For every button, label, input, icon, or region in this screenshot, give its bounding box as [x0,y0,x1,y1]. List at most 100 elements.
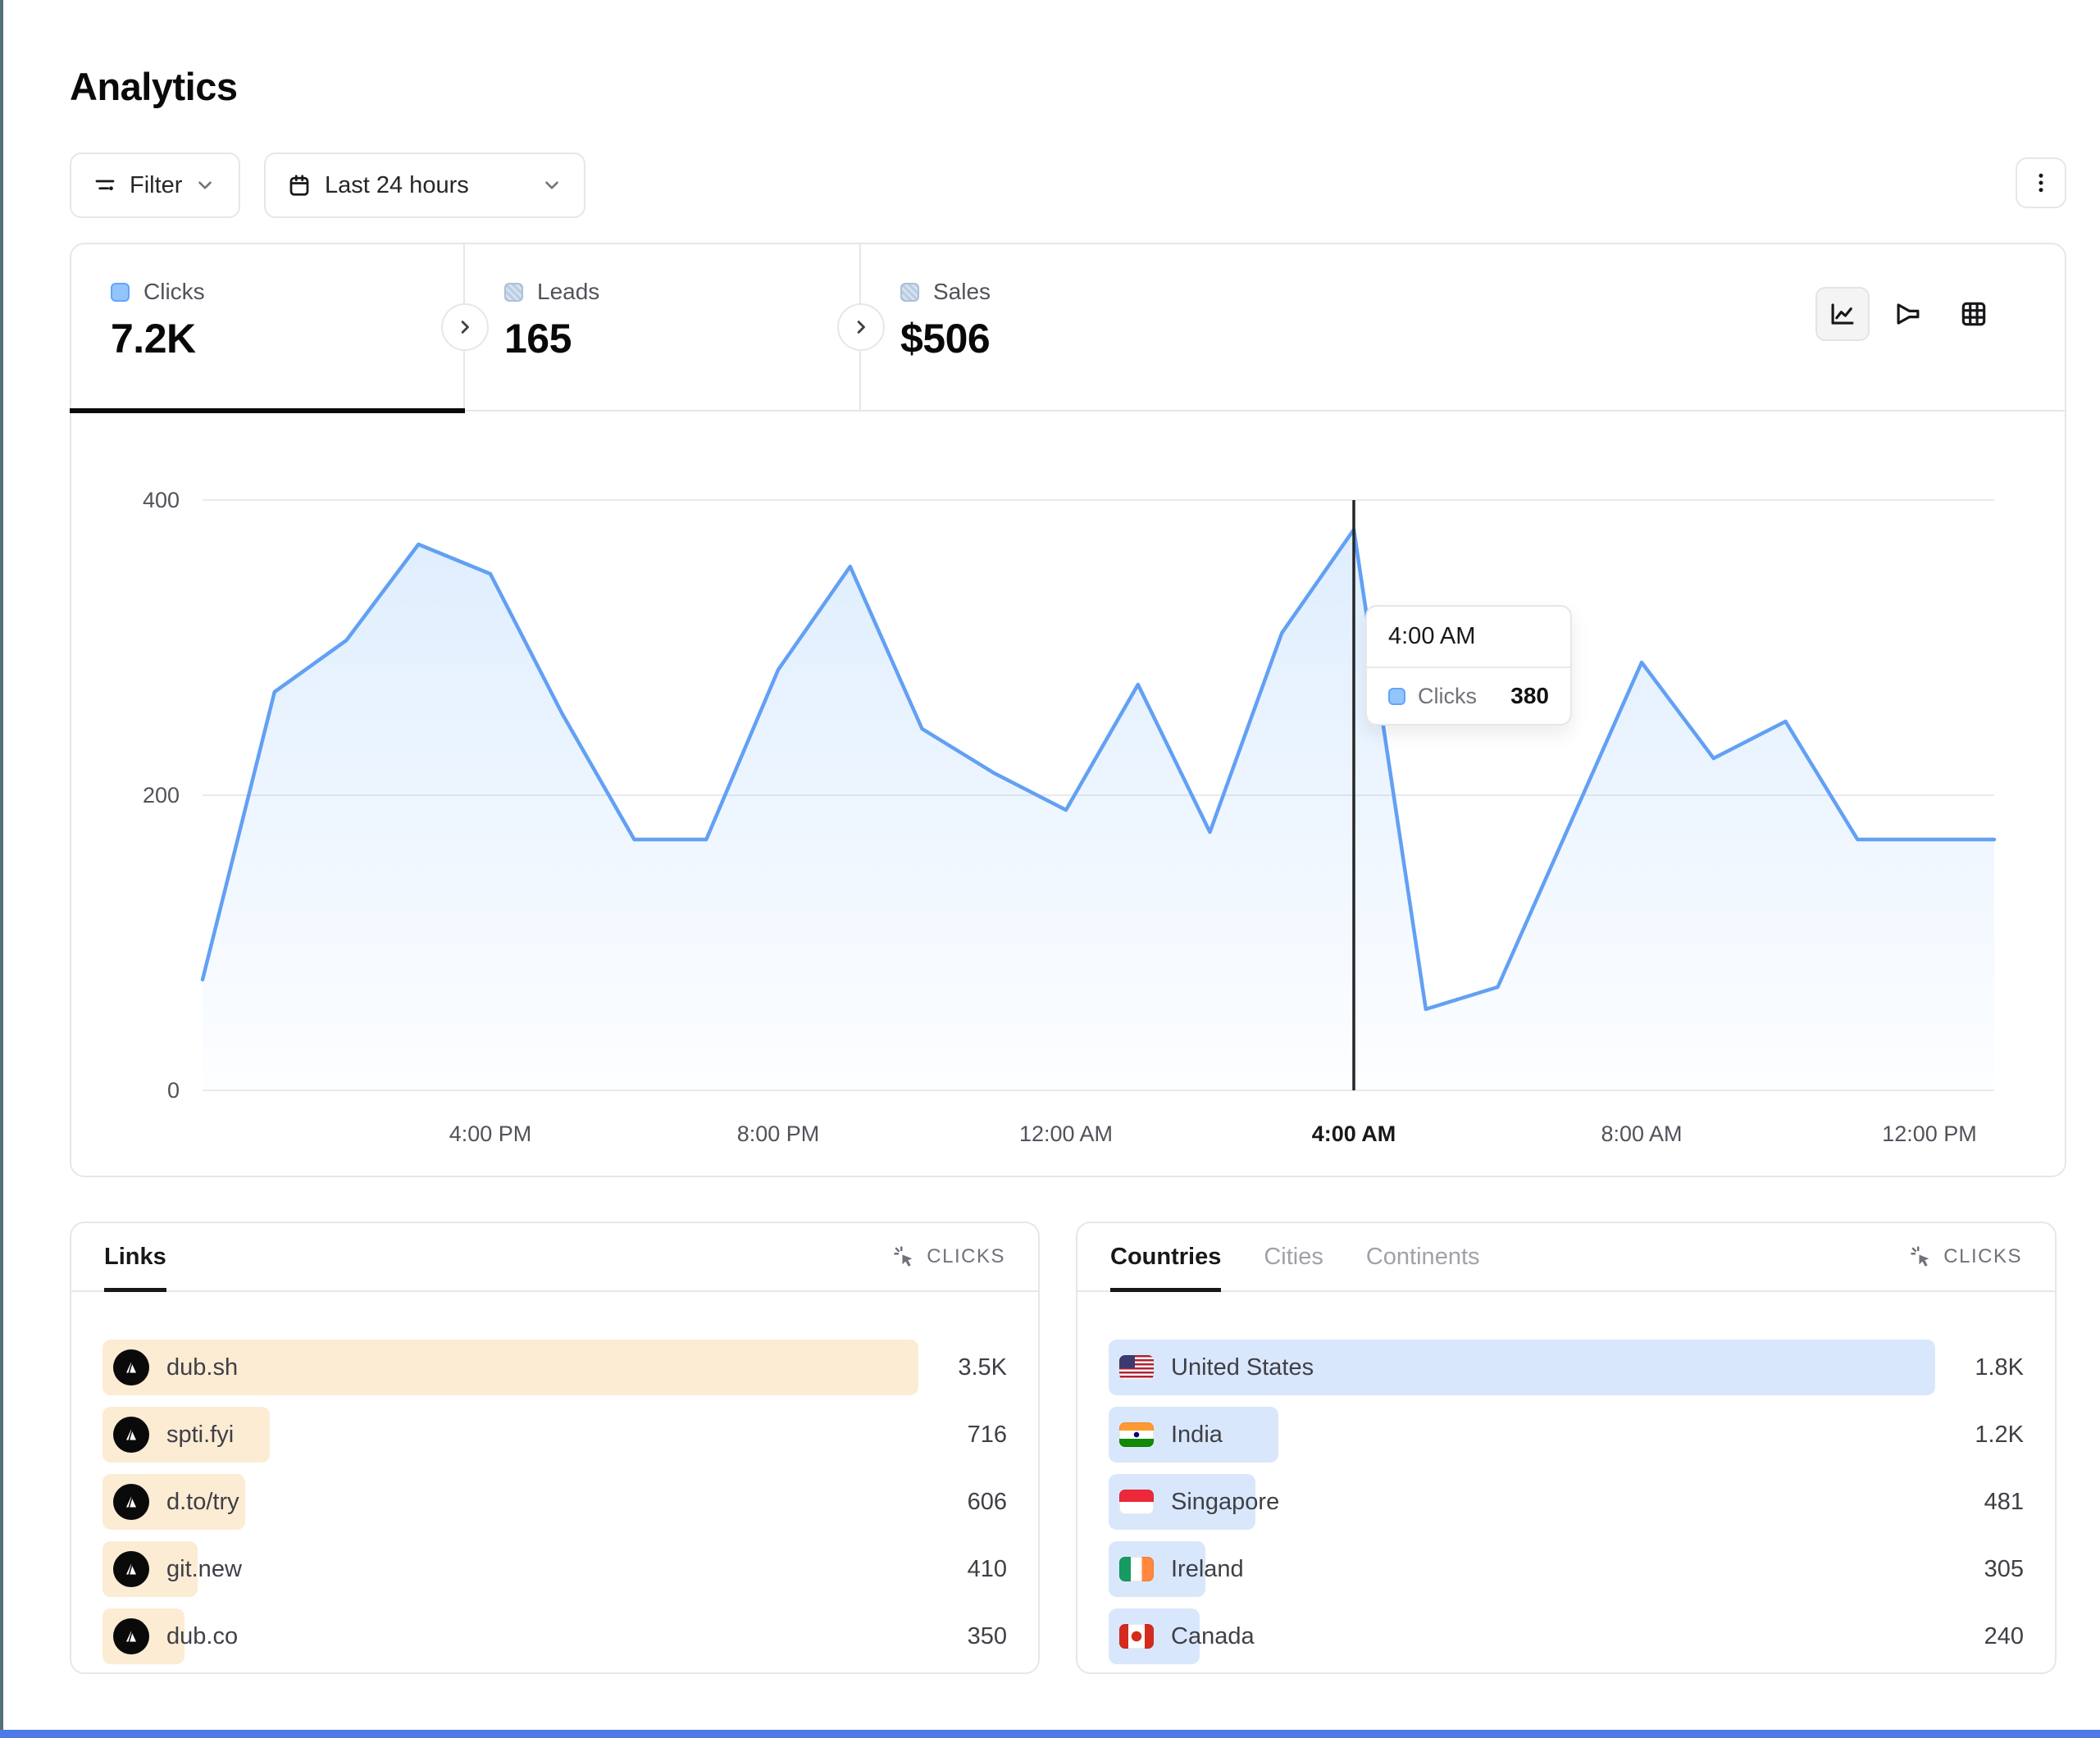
y-axis-tick-label: 0 [167,1078,180,1103]
window-left-edge [0,0,3,1738]
page-title: Analytics [70,65,238,108]
chevron-right-icon [453,316,476,339]
clicks-area-chart[interactable]: 0 200 400 4:00 PM 8:00 PM 12:00 AM 4:00 AM 8:00… [71,412,2065,1176]
tooltip-time: 4:00 AM [1367,607,1570,668]
more-options-button[interactable] [2016,157,2066,208]
tab-continents[interactable]: Continents [1365,1243,1480,1270]
sg-flag-icon [1119,1490,1154,1514]
metric-tabs: Clicks 7.2K Leads 165 Sales $506 [70,244,2065,413]
metric-tab-clicks[interactable]: Clicks 7.2K [70,244,465,413]
row-bar-area: Ireland [1109,1541,1935,1597]
cursor-click-icon [1909,1244,1934,1269]
geo-panel: Countries Cities Continents CLICKS United … [1076,1222,2057,1674]
row-label: Ireland [1171,1555,1244,1582]
funnel-view-button[interactable] [1881,287,1935,341]
row-label: Canada [1171,1622,1255,1649]
dub-favicon-icon [113,1551,149,1587]
row-bar [102,1340,918,1395]
geo-metric-label: CLICKS [1943,1245,2022,1267]
filter-lines-icon [93,173,117,198]
row-value: 606 [967,1488,1007,1515]
links-list: dub.sh 3.5K spti.fyi 716 d.to/try 606 git.new 4… [71,1292,1038,1664]
tooltip-series-label: Clicks [1418,683,1477,708]
x-axis-tick-label: 8:00 PM [737,1122,820,1146]
geo-panel-header: Countries Cities Continents CLICKS [1077,1223,2055,1292]
row-bar-area: United States [1109,1340,1935,1395]
table-row[interactable]: Ireland 305 [1109,1541,2024,1597]
window-bottom-edge [0,1730,2100,1738]
grid-table-icon [1958,298,1989,330]
row-value: 481 [1984,1488,2024,1515]
chart-view-switcher [1815,287,2001,341]
chart-tooltip: 4:00 AM Clicks 380 [1365,605,1572,726]
us-flag-icon [1119,1355,1154,1380]
funnel-icon [1893,298,1924,330]
row-bar-area: Singapore [1109,1474,1935,1530]
tab-cities[interactable]: Cities [1264,1243,1323,1270]
tab-countries[interactable]: Countries [1110,1223,1222,1292]
links-metric-label: CLICKS [927,1245,1005,1267]
metric-value: 165 [504,316,572,362]
row-label: India [1171,1421,1223,1448]
ie-flag-icon [1119,1557,1154,1581]
row-bar-area: Canada [1109,1608,1935,1664]
metric-value: 7.2K [111,316,196,362]
links-panel-header: Links CLICKS [71,1223,1038,1292]
table-view-button[interactable] [1947,287,2001,341]
metric-tab-sales[interactable]: Sales $506 [861,244,1287,410]
next-metric-button[interactable] [441,303,489,351]
clicks-legend-square-icon [1388,687,1405,705]
table-row[interactable]: spti.fyi 716 [102,1407,1007,1463]
row-label: spti.fyi [166,1421,235,1448]
table-row[interactable]: India 1.2K [1109,1407,2024,1463]
x-axis-tick-label: 4:00 PM [449,1122,532,1146]
table-row[interactable]: United States 1.8K [1109,1340,2024,1395]
filter-button[interactable]: Filter [70,152,240,218]
date-range-button[interactable]: Last 24 hours [264,152,585,218]
chevron-down-icon [541,175,563,196]
metric-value: $506 [900,316,991,362]
kebab-menu-icon [2029,171,2053,195]
y-axis-tick-label: 400 [143,488,180,512]
tab-links[interactable]: Links [104,1223,166,1292]
next-metric-button[interactable] [837,303,885,351]
row-label: git.new [166,1555,242,1582]
calendar-icon [287,173,312,198]
links-metric-selector[interactable]: CLICKS [892,1244,1005,1269]
table-row[interactable]: dub.co 350 [102,1608,1007,1664]
geo-metric-selector[interactable]: CLICKS [1909,1244,2022,1269]
metric-label: Sales [933,279,991,304]
row-bar-area: dub.co [102,1608,918,1664]
line-chart-view-button[interactable] [1815,287,1870,341]
table-row[interactable]: git.new 410 [102,1541,1007,1597]
chevron-down-icon [194,175,216,196]
row-value: 350 [967,1622,1007,1649]
ca-flag-icon [1119,1624,1154,1649]
dub-favicon-icon [113,1349,149,1385]
table-row[interactable]: Singapore 481 [1109,1474,2024,1530]
row-value: 1.8K [1975,1354,2024,1381]
table-row[interactable]: dub.sh 3.5K [102,1340,1007,1395]
row-bar-area: git.new [102,1541,918,1597]
table-row[interactable]: Canada 240 [1109,1608,2024,1664]
row-bar [1109,1340,1935,1395]
links-panel: Links CLICKS dub.sh 3.5K spti.fyi 716 d.to/t… [70,1222,1040,1674]
filter-label: Filter [130,171,183,198]
row-bar-area: dub.sh [102,1340,918,1395]
row-value: 305 [1984,1555,2024,1582]
row-label: dub.co [166,1622,239,1649]
dub-favicon-icon [113,1417,149,1453]
x-axis-tick-label: 8:00 AM [1601,1122,1682,1146]
metric-label: Clicks [143,279,205,304]
tooltip-value: 380 [1510,683,1549,708]
cursor-click-icon [892,1244,917,1269]
table-row[interactable]: d.to/try 606 [102,1474,1007,1530]
row-bar-area: India [1109,1407,1935,1463]
x-axis-tick-label: 12:00 AM [1019,1122,1113,1146]
metric-tab-leads[interactable]: Leads 165 [465,244,861,410]
y-axis-tick-label: 200 [143,783,180,808]
row-value: 3.5K [958,1354,1007,1381]
geo-list: United States 1.8K India 1.2K Singapore 481 Ir… [1077,1292,2055,1664]
row-value: 240 [1984,1622,2024,1649]
